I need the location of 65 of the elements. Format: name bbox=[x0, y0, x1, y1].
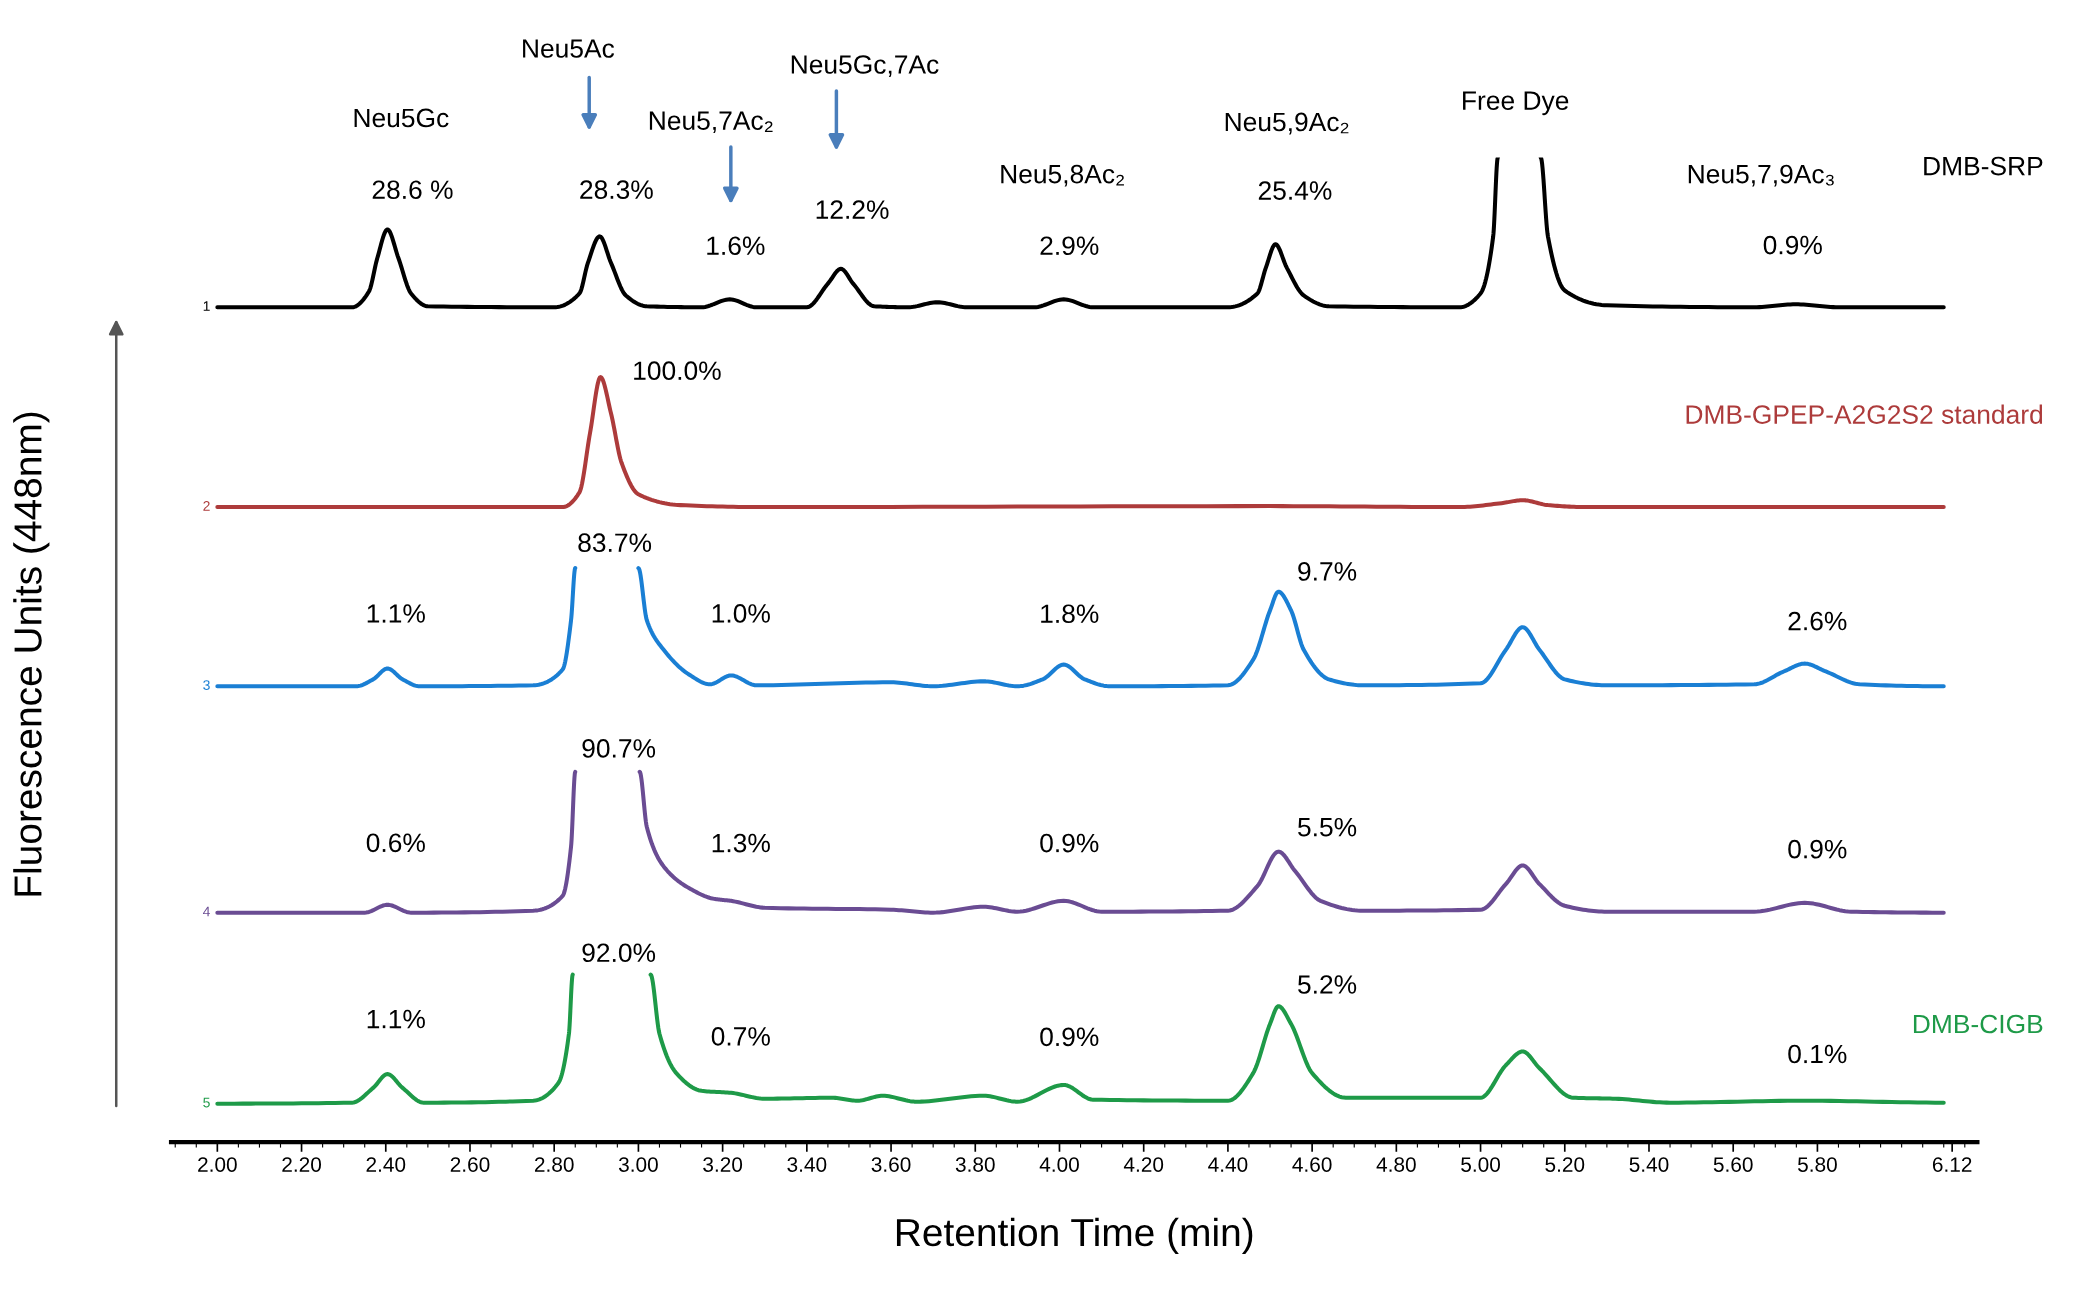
annotation: 9.7% bbox=[1298, 562, 1357, 581]
x-tick-label: 2.00 bbox=[198, 1157, 237, 1172]
annotation: 1.1% bbox=[367, 604, 425, 623]
x-tick-label: 2.80 bbox=[534, 1157, 574, 1172]
y-axis-title: Fluorescence Units (448nm) bbox=[13, 412, 50, 896]
text: Neu5Gc,7Ac bbox=[791, 55, 939, 77]
x-tick-label: 5.20 bbox=[1545, 1157, 1585, 1172]
x-tick-label: 5.40 bbox=[1629, 1157, 1669, 1172]
x-tick-label: 5.60 bbox=[1713, 1157, 1753, 1172]
annotation: 92.0% bbox=[582, 943, 656, 963]
x-tick-label: 5.80 bbox=[1797, 1157, 1837, 1172]
annotation: 5 bbox=[203, 1097, 210, 1108]
annotation: 83.7% bbox=[578, 533, 652, 553]
x-tick-label: 2.20 bbox=[282, 1157, 322, 1172]
x-tick-label: 5.00 bbox=[1461, 1157, 1501, 1172]
text: DMB-CIGB bbox=[1913, 1014, 2043, 1034]
annotation: 2 bbox=[203, 500, 210, 511]
text: Neu5Ac bbox=[523, 39, 615, 58]
x-tick-label: 6.12 bbox=[1932, 1157, 1972, 1172]
annotation: 0.9% bbox=[1788, 839, 1847, 859]
x-tick-label: 4.20 bbox=[1123, 1157, 1164, 1172]
annotation: 0.9% bbox=[1040, 1027, 1099, 1047]
annotation: 5.2% bbox=[1298, 975, 1357, 994]
annotation: 90.7% bbox=[582, 739, 656, 758]
x-axis-title: Retention Time (min) bbox=[896, 1217, 1253, 1254]
text: Neu5Gc bbox=[354, 108, 449, 128]
annotation: 28.3% bbox=[580, 180, 653, 200]
annotation: 1.3% bbox=[712, 833, 770, 853]
annotation: 2.9% bbox=[1040, 236, 1099, 256]
annotation: Neu5,8Ac₂ bbox=[1001, 164, 1124, 187]
annotation: 1.0% bbox=[712, 604, 770, 623]
annotation: Neu5,7,9Ac₃ bbox=[1688, 164, 1834, 187]
x-tick-label: 4.60 bbox=[1292, 1157, 1332, 1172]
annotation: 0.9% bbox=[1763, 235, 1822, 255]
annotation: 25.4% bbox=[1258, 181, 1332, 200]
annotation: 3 bbox=[203, 680, 210, 690]
x-tick-label: 3.40 bbox=[787, 1157, 827, 1172]
x-tick-label: 3.60 bbox=[871, 1157, 911, 1172]
x-tick-label: 2.40 bbox=[366, 1157, 406, 1172]
text: Neu5,9Ac₂ bbox=[1225, 112, 1349, 135]
annotation: 0.9% bbox=[1040, 833, 1099, 853]
annotation: 2.6% bbox=[1788, 611, 1847, 631]
annotation: 1.6% bbox=[707, 236, 765, 256]
annotation: 0.7% bbox=[711, 1027, 770, 1046]
annotation: 4 bbox=[202, 906, 210, 917]
annotation: 28.6 % bbox=[372, 180, 453, 200]
x-tick-label: 3.00 bbox=[618, 1157, 658, 1172]
x-tick-label: 4.80 bbox=[1376, 1157, 1416, 1172]
annotation: 5.5% bbox=[1298, 817, 1357, 837]
text: Free Dye bbox=[1463, 91, 1569, 116]
text: DMB-GPEP-A2G2S2 standard bbox=[1686, 404, 2043, 424]
x-tick-label: 2.60 bbox=[450, 1157, 490, 1172]
text: Neu5,7Ac₂ bbox=[649, 111, 773, 134]
text: DMB-SRP bbox=[1924, 156, 2043, 176]
annotation: 1.1% bbox=[367, 1009, 425, 1029]
annotation: 100.0% bbox=[634, 361, 721, 381]
annotation: 12.2% bbox=[816, 200, 889, 219]
x-tick-label: 4.00 bbox=[1039, 1157, 1079, 1172]
x-tick-label: 4.40 bbox=[1208, 1157, 1248, 1172]
x-tick-label: 3.20 bbox=[703, 1157, 743, 1172]
annotation: 0.6% bbox=[366, 833, 425, 853]
x-tick-label: 3.80 bbox=[955, 1157, 995, 1172]
annotation: 1.8% bbox=[1041, 604, 1099, 624]
annotation: 0.1% bbox=[1788, 1044, 1847, 1064]
annotation: 1 bbox=[203, 301, 210, 311]
